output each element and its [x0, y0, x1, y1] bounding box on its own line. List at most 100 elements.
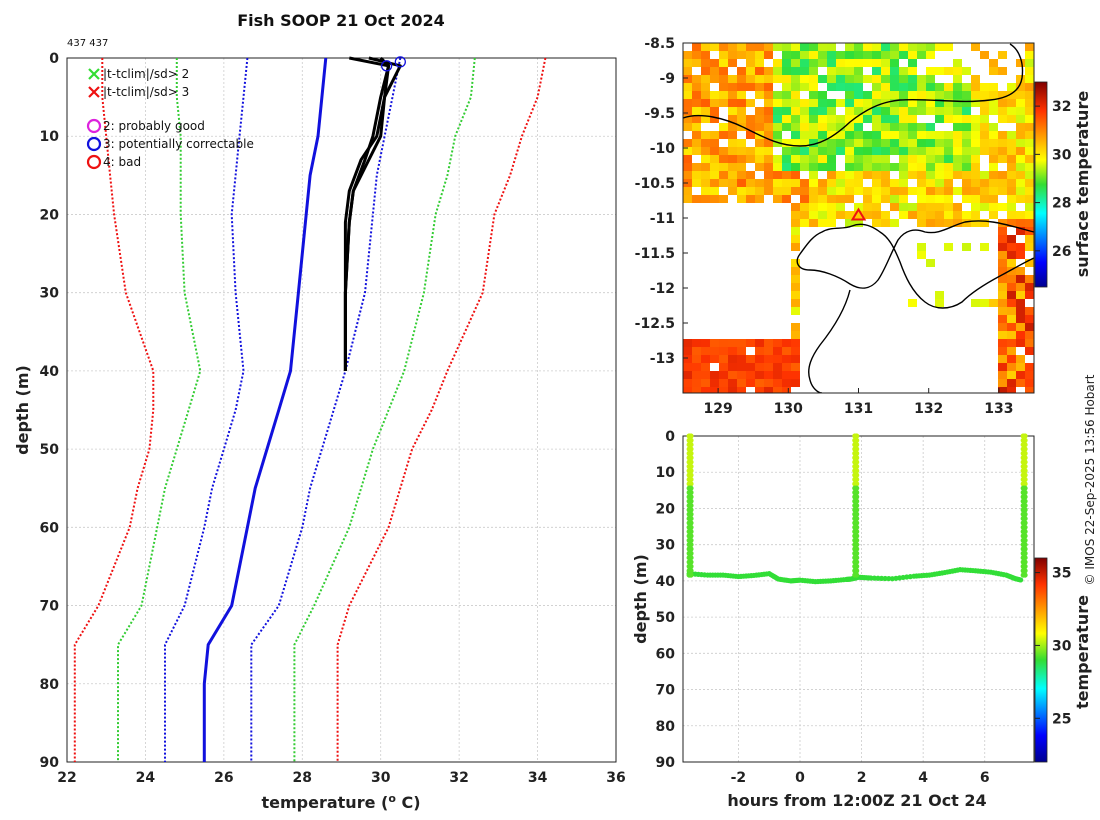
cast-point — [1022, 485, 1028, 491]
sst-cell — [944, 107, 953, 115]
sst-cell — [854, 163, 863, 171]
sst-cell — [800, 187, 809, 195]
profile-y-tick-label: 0 — [49, 51, 59, 67]
sst-cell — [773, 363, 782, 371]
sst-cell — [980, 91, 989, 99]
sst-cell — [818, 51, 827, 59]
sst-cell — [908, 299, 917, 307]
sst-cell — [764, 67, 773, 75]
sst-cell — [737, 339, 746, 347]
sst-cell — [683, 387, 692, 393]
sst-cell — [962, 91, 971, 99]
sst-cell — [1016, 339, 1025, 347]
cast-point — [688, 524, 694, 530]
sst-cell — [1025, 219, 1034, 227]
sst-cell — [755, 163, 764, 171]
cast-point — [1022, 472, 1028, 478]
sst-cell — [899, 67, 908, 75]
cast-point — [854, 559, 860, 565]
sst-cell — [890, 67, 899, 75]
sst-cell — [827, 67, 836, 75]
sst-cell — [1007, 99, 1016, 107]
sst-cell — [701, 163, 710, 171]
sst-cell — [746, 43, 755, 51]
sst-cell — [728, 171, 737, 179]
sst-cell — [719, 67, 728, 75]
cast-point — [854, 524, 860, 530]
cast-point — [688, 502, 694, 509]
sst-cell — [944, 115, 953, 123]
sst-cell — [782, 355, 791, 363]
sst-cell — [1025, 371, 1034, 379]
sst-cell — [791, 347, 800, 355]
sst-cell — [908, 171, 917, 179]
sst-cell — [872, 123, 881, 131]
sst-cell — [791, 283, 800, 291]
cast-point — [1022, 463, 1028, 470]
sst-cell — [719, 355, 728, 363]
sst-cell — [791, 363, 800, 371]
sst-cell — [737, 187, 746, 195]
sst-map-cells — [683, 43, 1034, 393]
sst-cell — [962, 131, 971, 139]
coastline-south — [796, 220, 1034, 309]
sst-cell — [836, 59, 845, 67]
profile-series-line — [250, 57, 402, 762]
sst-cell — [863, 203, 872, 211]
sst-cell — [782, 179, 791, 187]
sst-cell — [683, 171, 692, 179]
sst-cell — [845, 99, 854, 107]
cast-point — [854, 563, 860, 570]
cast-point — [854, 550, 860, 556]
cast-point — [1022, 533, 1028, 539]
sst-cell — [917, 187, 926, 195]
sst-cell — [935, 107, 944, 115]
sst-cell — [935, 147, 944, 155]
sst-cell — [926, 75, 935, 83]
sst-cell — [845, 155, 854, 163]
cast-point — [854, 568, 860, 574]
sst-cell — [845, 179, 854, 187]
sst-cell — [944, 219, 953, 227]
sst-cell — [719, 99, 728, 107]
cast-point — [1022, 520, 1028, 526]
sst-cell — [1016, 163, 1025, 171]
track-y-tick-label: 80 — [656, 719, 676, 735]
sst-cell — [980, 195, 989, 203]
coastline-north — [683, 43, 1024, 147]
sst-cell — [728, 59, 737, 67]
sst-cell — [881, 43, 890, 51]
sst-cell — [1016, 283, 1025, 291]
sst-cell — [683, 67, 692, 75]
track-colorbar-ticks: 25 30 35 — [1035, 566, 1072, 727]
sst-cell — [926, 203, 935, 211]
sst-cell — [710, 195, 719, 203]
cast-point — [688, 476, 694, 483]
imos-footer-text: © IMOS 22-Sep-2025 13:56 Hobart — [1083, 374, 1097, 585]
sst-cell — [1007, 267, 1016, 275]
sst-cell — [1007, 259, 1016, 267]
sst-cell — [737, 195, 746, 203]
sst-cell — [872, 219, 881, 227]
sst-cell — [755, 51, 764, 59]
sst-cell — [908, 51, 917, 59]
sst-cell — [818, 195, 827, 203]
cast-point — [688, 533, 694, 539]
sst-cell — [818, 211, 827, 219]
sst-cell — [971, 187, 980, 195]
sst-cell — [899, 43, 908, 51]
sst-cell — [980, 107, 989, 115]
sst-cell — [935, 299, 944, 307]
sst-cell — [998, 139, 1007, 147]
sst-cell — [836, 123, 845, 131]
sst-cell — [791, 131, 800, 139]
sst-cell — [944, 195, 953, 203]
map-y-tick-label: -10 — [650, 141, 676, 157]
sst-cell — [710, 91, 719, 99]
sst-cell — [1016, 75, 1025, 83]
sst-cell — [791, 107, 800, 115]
sst-cell — [1025, 107, 1034, 115]
sst-cell — [998, 99, 1007, 107]
sst-cell — [701, 147, 710, 155]
cast-point — [1022, 550, 1028, 556]
